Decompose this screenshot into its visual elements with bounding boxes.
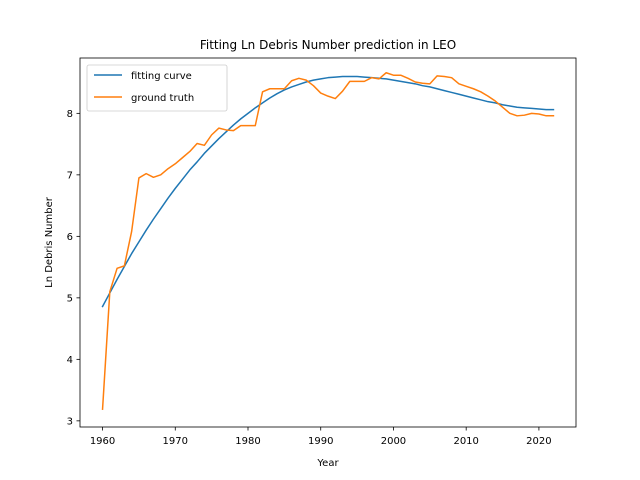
plot-area-frame (79, 57, 577, 428)
x-axis-label: Year (316, 458, 339, 469)
y-tick-label: 5 (67, 293, 73, 304)
x-tick-label: 2010 (453, 436, 478, 447)
y-tick-label: 7 (67, 170, 73, 181)
chart-title: Fitting Ln Debris Number prediction in L… (200, 38, 456, 52)
legend-label-fitting-curve: fitting curve (131, 71, 192, 82)
y-tick-label: 3 (67, 416, 73, 427)
x-tick-label: 1980 (235, 436, 260, 447)
y-tick-label: 8 (67, 109, 73, 120)
legend: fitting curve ground truth (86, 64, 228, 112)
x-tick-label: 1990 (308, 436, 333, 447)
x-tick-label: 1960 (90, 436, 115, 447)
series-line-fitting-curve (101, 75, 555, 308)
y-tick-label: 4 (67, 355, 73, 366)
y-axis-label: Ln Debris Number (44, 196, 55, 288)
legend-box (86, 64, 228, 112)
y-tick-label: 6 (67, 232, 73, 243)
legend-label-ground-truth: ground truth (131, 93, 194, 104)
series-line-ground-truth (101, 72, 555, 410)
x-tick-label: 2000 (381, 436, 406, 447)
x-tick-label: 1970 (163, 436, 188, 447)
x-tick-label: 2020 (526, 436, 551, 447)
